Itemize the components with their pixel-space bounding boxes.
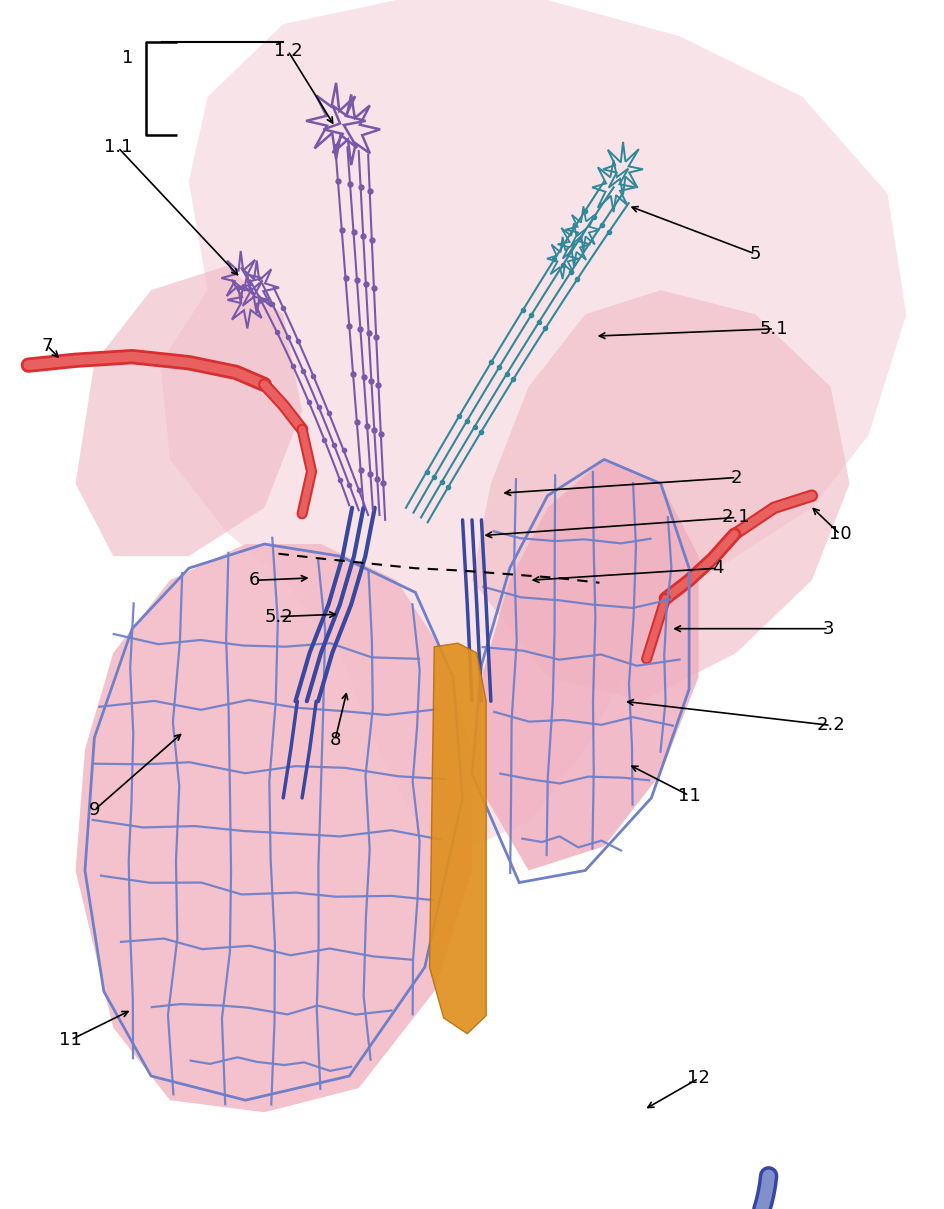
Text: 11: 11 — [59, 1031, 82, 1048]
Text: 11: 11 — [678, 787, 700, 804]
Text: 3: 3 — [823, 620, 834, 637]
Text: 10: 10 — [829, 526, 851, 543]
Text: 12: 12 — [687, 1070, 710, 1087]
Text: 9: 9 — [89, 802, 100, 818]
Text: 1.1: 1.1 — [104, 139, 132, 156]
Text: 6: 6 — [249, 572, 261, 589]
Polygon shape — [76, 266, 302, 556]
Text: 1: 1 — [122, 50, 133, 66]
Text: 5.1: 5.1 — [760, 320, 788, 337]
Text: 5: 5 — [750, 245, 761, 262]
Text: 4: 4 — [712, 560, 723, 577]
Text: 1.2: 1.2 — [274, 42, 302, 59]
Polygon shape — [160, 0, 906, 846]
Polygon shape — [472, 459, 699, 870]
Text: 2: 2 — [731, 469, 742, 486]
Text: 2.2: 2.2 — [817, 717, 845, 734]
Polygon shape — [76, 544, 472, 1112]
Polygon shape — [472, 290, 850, 701]
Text: 5.2: 5.2 — [264, 608, 293, 625]
Text: 2.1: 2.1 — [722, 509, 750, 526]
Text: 8: 8 — [329, 731, 341, 748]
Polygon shape — [430, 643, 486, 1034]
Text: 7: 7 — [42, 337, 53, 354]
